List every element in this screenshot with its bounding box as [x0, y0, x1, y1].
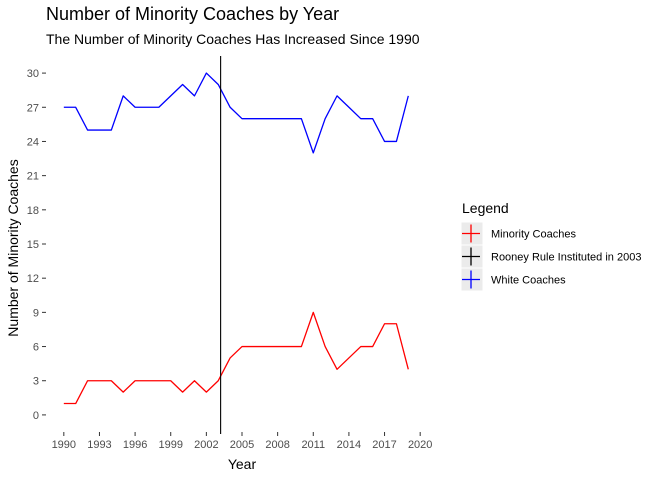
- series-line-minority-coaches: [63, 311, 409, 405]
- y-tick-label: 12: [27, 273, 39, 285]
- legend-label: Minority Coaches: [491, 229, 576, 241]
- y-tick-label: 24: [27, 136, 39, 148]
- x-tick-label: 1999: [158, 439, 182, 451]
- x-tick-label: 2014: [337, 439, 361, 451]
- x-tick-label: 2002: [194, 439, 218, 451]
- y-tick-label: 15: [27, 239, 39, 251]
- legend: Legend Minority Coaches Rooney Rule Insti…: [460, 200, 641, 292]
- y-tick-label: 27: [27, 102, 39, 114]
- legend-label: Rooney Rule Instituted in 2003: [491, 252, 641, 264]
- x-tick-label: 2005: [230, 439, 254, 451]
- legend-title: Legend: [462, 200, 509, 216]
- y-tick-label: 3: [33, 376, 39, 388]
- y-tick-label: 0: [33, 410, 39, 422]
- x-tick-label: 2011: [301, 439, 325, 451]
- y-tick-label: 30: [27, 68, 39, 80]
- chart-title: Number of Minority Coaches by Year: [46, 4, 339, 24]
- x-tick-label: 2017: [372, 439, 396, 451]
- x-tick-label: 1990: [52, 439, 76, 451]
- y-tick-label: 21: [27, 171, 39, 183]
- plot-area: 0 3 6 9 12 15 18 21 24 27 30 1990 1993 1996 1999 2002 20…: [27, 56, 432, 451]
- series-line-white-coaches: [63, 72, 409, 154]
- x-tick-label: 2008: [265, 439, 289, 451]
- y-tick-label: 9: [33, 307, 39, 319]
- y-tick-label: 18: [27, 205, 39, 217]
- y-axis-title: Number of Minority Coaches: [5, 159, 21, 336]
- chart-subtitle: The Number of Minority Coaches Has Incre…: [46, 31, 420, 47]
- x-tick-label: 1993: [87, 439, 111, 451]
- x-tick-label: 1996: [123, 439, 147, 451]
- x-axis-title: Year: [228, 456, 257, 472]
- legend-label: White Coaches: [491, 275, 566, 287]
- x-tick-label: 2020: [408, 439, 432, 451]
- y-tick-label: 6: [33, 342, 39, 354]
